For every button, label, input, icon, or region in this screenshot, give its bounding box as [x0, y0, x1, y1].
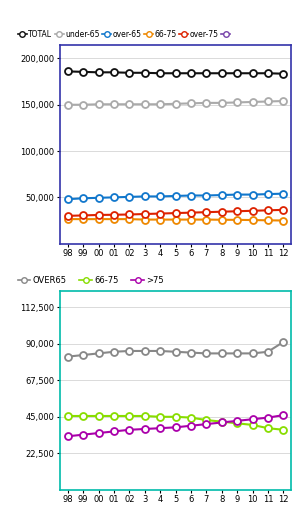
Legend: OVER65, 66-75, >75: OVER65, 66-75, >75: [18, 276, 164, 285]
Legend: TOTAL, under-65, over-65, 66-75, over-75, : TOTAL, under-65, over-65, 66-75, over-75…: [18, 30, 232, 39]
